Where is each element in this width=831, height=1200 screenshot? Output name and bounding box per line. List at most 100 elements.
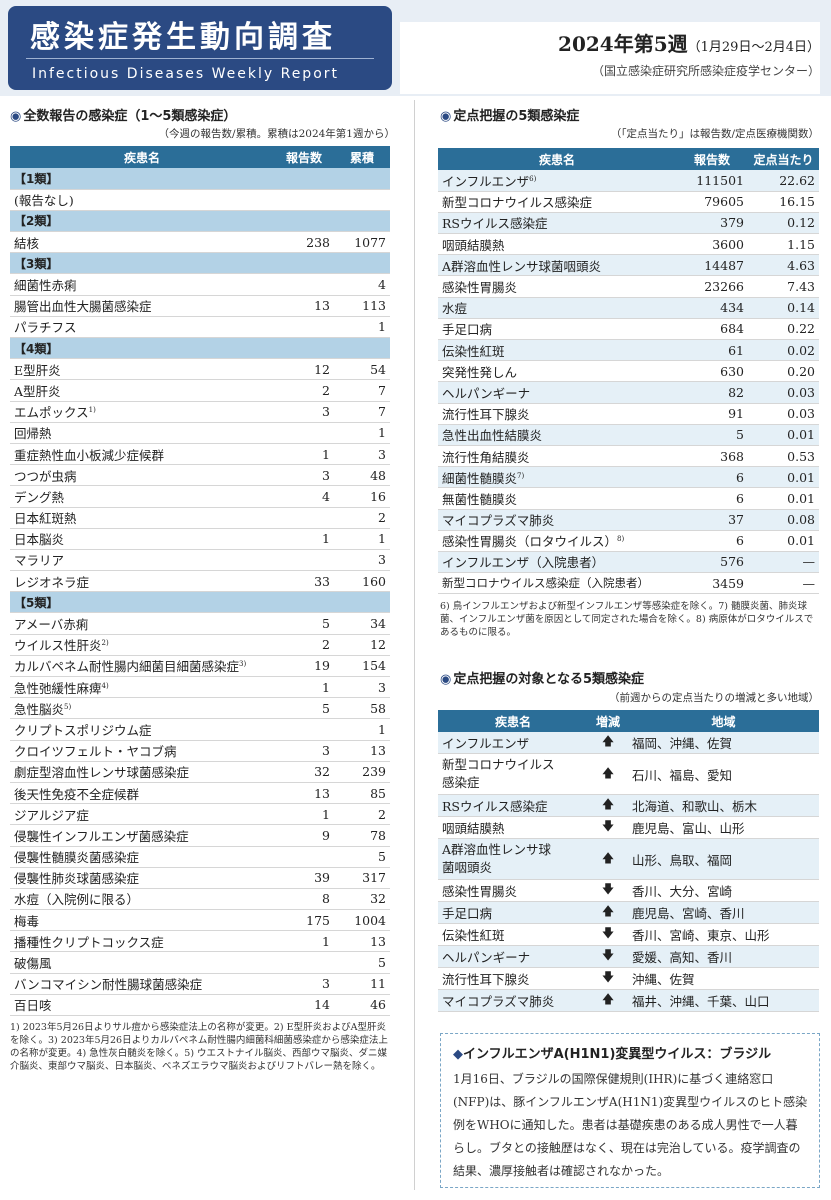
report-count: 14487	[676, 254, 748, 277]
table-row: 感染性胃腸炎 23266 7.43	[438, 275, 819, 298]
table-row: 新型コロナウイルス 感染症 🡅 石川、福島、愛知	[438, 753, 819, 795]
cumulative-count: 5	[334, 951, 390, 974]
table-row: 回帰熱 1	[10, 422, 390, 444]
all-reports-table: 疾患名 報告数 累積 【1類】 (報告なし) 【2類】 結核 238 1077 【3類】 細菌…	[10, 146, 390, 1017]
disease-name-text: 侵襲性髄膜炎菌感染症	[14, 850, 140, 866]
disease-name: 劇症型溶血性レンサ球菌感染症	[10, 761, 274, 783]
table-row: 日本脳炎 1 1	[10, 528, 390, 550]
cumulative-count: 48	[334, 464, 390, 487]
table-row: つつが虫病 3 48	[10, 464, 390, 487]
table-row: パラチフス 1	[10, 316, 390, 339]
category-row: 【1類】	[10, 168, 390, 190]
disease-name-text: 劇症型溶血性レンサ球菌感染症	[14, 765, 190, 781]
report-count: 5	[274, 612, 334, 635]
disease-name-text: インフルエンザ	[442, 736, 530, 751]
disease-name: 侵襲性インフルエンザ菌感染症	[10, 824, 274, 847]
disease-name: アメーバ赤痢	[10, 612, 274, 635]
report-count: 175	[274, 909, 334, 932]
footnote-ref: 2)	[101, 639, 109, 648]
table-row: ジアルジア症 1 2	[10, 803, 390, 826]
table-row: 百日咳 14 46	[10, 994, 390, 1017]
disease-name-text: エムポックス	[14, 405, 89, 421]
week-number: 2024年第5週	[558, 32, 688, 56]
footnote-ref: 6)	[529, 174, 537, 183]
column-divider	[414, 100, 415, 1190]
regions: 山形、鳥取、福岡	[628, 838, 819, 880]
cumulative-count: 239	[334, 761, 390, 783]
cumulative-count: 3	[334, 443, 390, 466]
disease-name-text: 伝染性紅斑	[442, 928, 505, 943]
per-sentinel: 0.01	[748, 466, 819, 489]
category-label: 【5類】	[10, 591, 390, 614]
disease-name-text-line2: 感染症	[442, 775, 480, 790]
table-row: インフルエンザ 🡅 福岡、沖縄、佐賀	[438, 732, 819, 754]
disease-name: 急性脳炎5)	[10, 697, 274, 720]
disease-name-text: 伝染性紅斑	[442, 343, 505, 359]
table-row: インフルエンザ6) 111501 22.62	[438, 170, 819, 192]
per-sentinel: 0.01	[748, 487, 819, 510]
table-row: 後天性免疫不全症候群 13 85	[10, 782, 390, 805]
table-row: 水痘 434 0.14	[438, 297, 819, 319]
per-sentinel: 0.02	[748, 339, 819, 362]
report-count: 9	[274, 824, 334, 847]
disease-name: 咽頭結膜熱	[438, 233, 676, 256]
disease-name: 後天性免疫不全症候群	[10, 782, 274, 805]
cumulative-count: 34	[334, 612, 390, 635]
report-count: 19	[274, 655, 334, 678]
h1n1-title-text: インフルエンザA(H1N1)変異型ウイルス：ブラジル	[463, 1047, 772, 1062]
cumulative-count: 1004	[334, 909, 390, 932]
disease-name-text: 感染性胃腸炎（ロタウイルス）	[442, 534, 618, 550]
disease-name-text: バンコマイシン耐性腸球菌感染症	[14, 977, 203, 993]
report-count: 1	[274, 443, 334, 466]
disease-name-text: 結核	[14, 235, 40, 251]
disease-name: ウイルス性肝炎2)	[10, 634, 274, 656]
disease-name-text: パラチフス	[14, 320, 77, 336]
arrow-up-icon: 🡅	[588, 838, 628, 880]
disease-name-text: 感染性胃腸炎	[442, 280, 518, 296]
disease-name-text: クロイツフェルト・ヤコブ病	[14, 744, 177, 760]
table-row: マラリア 3	[10, 549, 390, 572]
report-count: 3	[274, 740, 334, 762]
disease-name: 細菌性赤痢	[10, 273, 274, 296]
table-row: 流行性角結膜炎 368 0.53	[438, 445, 819, 468]
cumulative-count: 78	[334, 824, 390, 847]
table-row: ヘルパンギーナ 82 0.03	[438, 381, 819, 404]
cumulative-count: 13	[334, 740, 390, 762]
disease-name-text: デング熱	[14, 489, 65, 505]
disease-name-text: ジアルジア症	[14, 807, 89, 823]
disease-name: 伝染性紅斑	[438, 923, 588, 946]
table-row: 急性弛緩性麻痺4) 1 3	[10, 676, 390, 699]
arrow-down-icon: 🡇	[588, 879, 628, 902]
table-row: 伝染性紅斑 🡇 香川、宮崎、東京、山形	[438, 923, 819, 946]
per-sentinel: 0.14	[748, 297, 819, 319]
per-sentinel: 22.62	[748, 170, 819, 192]
table-row: マイコプラズマ肺炎 🡅 福井、沖縄、千葉、山口	[438, 989, 819, 1012]
table-header-row: 疾患名 報告数 定点当たり	[438, 148, 819, 170]
footnote-ref: 4)	[101, 681, 109, 690]
cumulative-count: 113	[334, 295, 390, 317]
week-label: 2024年第5週（1月29日～2月4日）	[558, 28, 820, 57]
table-row: 腸管出血性大腸菌感染症 13 113	[10, 295, 390, 317]
report-count: 3	[274, 401, 334, 423]
disease-name: 咽頭結膜熱	[438, 816, 588, 839]
disease-name: (報告なし)	[10, 189, 274, 211]
disease-name-text: ヘルパンギーナ	[442, 385, 531, 401]
disease-name-text: 手足口病	[442, 906, 493, 921]
cumulative-count: 3	[334, 549, 390, 572]
disease-name: 急性出血性結膜炎	[438, 424, 676, 446]
report-count	[274, 718, 334, 741]
cumulative-count: 1077	[334, 231, 390, 254]
table-row: A群溶血性レンサ球菌咽頭炎 14487 4.63	[438, 254, 819, 277]
disease-name: インフルエンザ6)	[438, 170, 676, 192]
table-row: 劇症型溶血性レンサ球菌感染症 32 239	[10, 761, 390, 783]
table-row: 破傷風 5	[10, 951, 390, 974]
disease-name-text: 急性出血性結膜炎	[442, 428, 543, 444]
disease-name-text: A型肝炎	[14, 383, 61, 399]
table-row: 細菌性赤痢 4	[10, 273, 390, 296]
sentinel-title-text: 定点把握の5類感染症	[453, 109, 580, 124]
disease-name-text: マイコプラズマ肺炎	[442, 994, 555, 1009]
report-count: 12	[274, 358, 334, 381]
regions: 鹿児島、宮崎、香川	[628, 901, 819, 924]
report-count: 61	[676, 339, 748, 362]
report-count: 2	[274, 379, 334, 402]
